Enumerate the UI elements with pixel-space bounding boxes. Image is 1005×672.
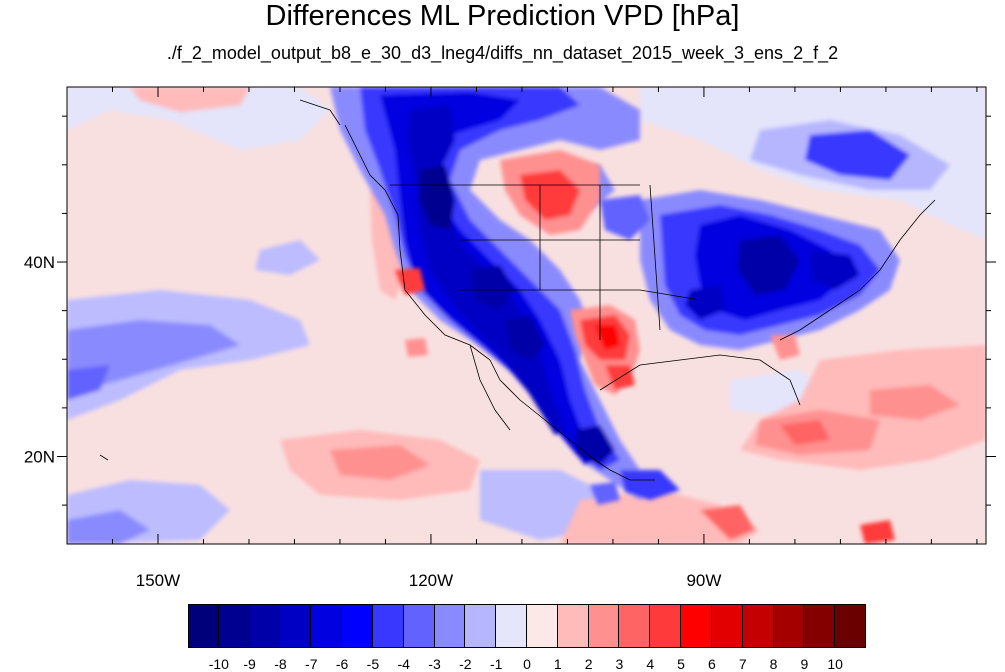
colorbar-box [835,604,866,648]
colorbar-label: -7 [305,656,318,672]
map-frame [66,86,987,545]
colorbar-box [434,604,466,648]
blue-east-regions [560,165,900,350]
colorbar-box [711,604,743,648]
colorbar-label: 1 [553,656,562,672]
red-ocean-regions [130,87,986,544]
axis-ticks: 150W 120W 90W 40N 20N [24,87,996,590]
colorbar-label: 8 [769,656,778,672]
map-field [67,87,986,544]
colorbar-label: 7 [738,656,747,672]
colorbar-label: -1 [489,656,503,672]
colorbar-box [342,604,373,648]
colorbar [188,604,866,648]
colorbar-box [218,604,250,648]
map-title: Differences ML Prediction VPD [hPa] [265,0,740,32]
colorbar-box [773,604,805,648]
colorbar-label: 5 [677,656,685,672]
colorbar-box [557,604,589,648]
map-subtitle: ./f_2_model_output_b8_e_30_d3_lneg4/diff… [166,43,839,63]
colorbar-box [249,604,281,648]
colorbar-box [403,604,435,648]
colorbar-box [527,604,558,648]
colorbar-box [804,604,836,648]
coastlines [99,99,936,481]
lon-tick-label: 120W [409,571,453,590]
colorbar-label: 0 [523,656,531,672]
colorbar-label: 2 [584,656,593,672]
colorbar-label: 10 [827,656,843,672]
colorbar-label: -4 [397,656,410,672]
lon-tick-label: 90W [686,571,721,590]
colorbar-box [496,604,527,648]
colorbar-box [465,604,497,648]
colorbar-label: -2 [459,656,472,672]
lat-tick-label: 20N [24,447,55,466]
colorbar-box [280,604,312,648]
colorbar-label: -3 [428,656,441,672]
colorbar-box [619,604,651,648]
colorbar-label: -5 [366,656,380,672]
colorbar-label: -10 [208,656,229,672]
colorbar-label: -9 [243,656,256,672]
colorbar-label: 6 [708,656,716,672]
colorbar-box [311,604,343,648]
colorbar-label: 3 [615,656,624,672]
red-land-regions [395,150,800,395]
colorbar-label: 4 [646,656,655,672]
colorbar-box [650,604,682,648]
colorbar-label: 9 [800,656,809,672]
colorbar-box [681,604,712,648]
colorbar-box [742,604,774,648]
colorbar-label: -8 [274,656,287,672]
colorbar-box [188,604,219,648]
colorbar-box [588,604,620,648]
lat-tick-label: 40N [24,253,55,272]
colorbar-box [372,604,404,648]
lon-tick-label: 150W [136,571,180,590]
colorbar-label: -6 [335,656,349,672]
light-blue-regions [67,87,986,544]
